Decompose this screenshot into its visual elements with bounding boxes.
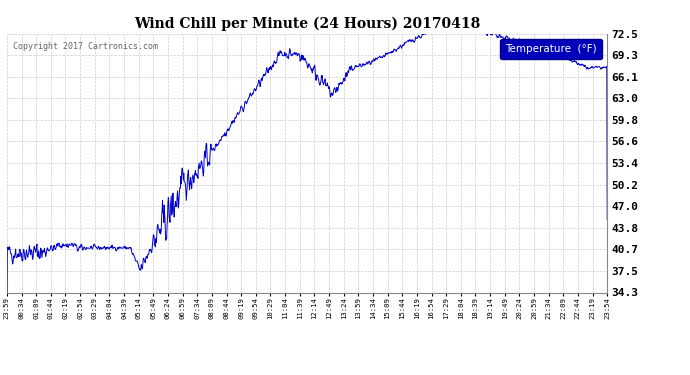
Text: Copyright 2017 Cartronics.com: Copyright 2017 Cartronics.com bbox=[13, 42, 158, 51]
Title: Wind Chill per Minute (24 Hours) 20170418: Wind Chill per Minute (24 Hours) 2017041… bbox=[134, 17, 480, 31]
Legend: Temperature  (°F): Temperature (°F) bbox=[500, 39, 602, 59]
